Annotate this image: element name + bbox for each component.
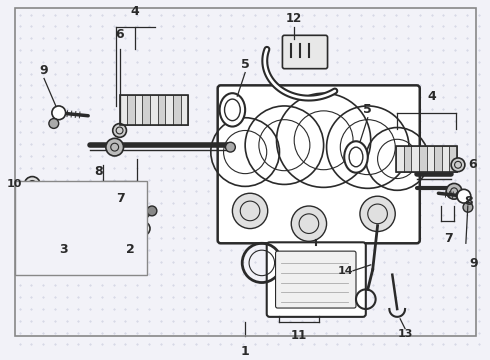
Bar [181, 95, 188, 125]
Text: 6: 6 [115, 28, 124, 41]
Text: 7: 7 [116, 192, 125, 205]
Circle shape [52, 106, 66, 120]
Text: 2: 2 [126, 243, 135, 256]
Bar [434, 146, 442, 172]
Bar [135, 95, 143, 125]
Text: 11: 11 [291, 329, 307, 342]
Circle shape [113, 123, 126, 138]
Bar [442, 146, 449, 172]
Bar [127, 95, 135, 125]
Bar [120, 95, 127, 125]
Bar [15, 181, 147, 275]
Text: 4: 4 [131, 5, 140, 18]
Text: 8: 8 [94, 165, 103, 178]
Bar [396, 146, 457, 172]
Circle shape [463, 202, 473, 212]
Text: 9: 9 [40, 63, 49, 77]
Circle shape [457, 189, 471, 203]
Text: 4: 4 [427, 90, 436, 103]
Bar [120, 95, 188, 125]
Text: 10: 10 [7, 179, 23, 189]
Text: 9: 9 [469, 257, 478, 270]
Bar [427, 146, 434, 172]
Circle shape [100, 222, 114, 235]
Bar [449, 146, 457, 172]
Ellipse shape [220, 93, 245, 127]
Text: 3: 3 [59, 243, 68, 256]
Bar [412, 146, 419, 172]
FancyBboxPatch shape [267, 242, 366, 317]
Text: 12: 12 [286, 12, 302, 24]
Circle shape [82, 222, 96, 235]
Bar [150, 95, 158, 125]
Bar [419, 146, 427, 172]
Text: 6: 6 [468, 158, 476, 171]
Bar [143, 95, 150, 125]
Bar [173, 95, 181, 125]
Circle shape [28, 221, 44, 237]
Text: 1: 1 [241, 345, 249, 358]
Circle shape [106, 138, 123, 156]
FancyBboxPatch shape [275, 251, 356, 308]
Text: 8: 8 [464, 195, 472, 208]
Circle shape [147, 206, 157, 216]
Text: 14: 14 [338, 266, 353, 276]
Circle shape [360, 196, 395, 231]
Circle shape [24, 177, 40, 192]
Circle shape [225, 142, 235, 152]
Bar [396, 146, 404, 172]
Text: 5: 5 [241, 58, 249, 71]
Circle shape [291, 206, 326, 241]
Bar [158, 95, 165, 125]
Circle shape [92, 206, 102, 216]
Bar [404, 146, 412, 172]
Text: 7: 7 [444, 231, 453, 244]
FancyBboxPatch shape [218, 85, 420, 243]
Circle shape [232, 193, 268, 229]
FancyBboxPatch shape [282, 35, 327, 69]
Circle shape [49, 118, 59, 129]
Ellipse shape [344, 141, 368, 173]
Bar [165, 95, 173, 125]
Text: 13: 13 [397, 329, 413, 339]
Text: 5: 5 [364, 103, 372, 116]
Circle shape [451, 158, 465, 172]
Circle shape [136, 222, 150, 235]
Circle shape [446, 184, 462, 199]
